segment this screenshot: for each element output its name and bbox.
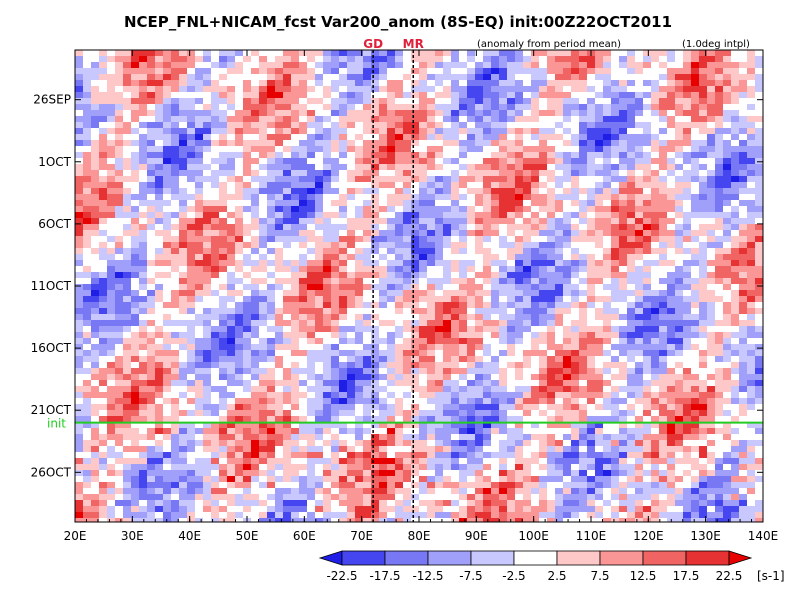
x-tick-label: 30E xyxy=(121,529,144,543)
x-tick-label: 60E xyxy=(293,529,316,543)
x-tick-label: 40E xyxy=(178,529,201,543)
y-tick-label: 11OCT xyxy=(31,279,72,293)
marker-label-mr: MR xyxy=(403,37,424,51)
colorbar-label: -7.5 xyxy=(459,569,482,583)
colorbar-swatch xyxy=(599,550,644,566)
x-tick-label: 80E xyxy=(408,529,431,543)
x-tick-label: 20E xyxy=(64,529,87,543)
chart-subtitle-left: (anomaly from period mean) xyxy=(477,39,621,50)
x-tick-label: 130E xyxy=(690,529,721,543)
colorbar-label: 7.5 xyxy=(590,569,609,583)
colorbar-swatch xyxy=(470,550,515,566)
colorbar-label: -12.5 xyxy=(412,569,443,583)
y-tick-label: 26OCT xyxy=(31,465,72,479)
colorbar-label: -17.5 xyxy=(369,569,400,583)
colorbar-swatch xyxy=(341,550,386,566)
y-tick-label: 21OCT xyxy=(31,403,72,417)
x-tick-label: 90E xyxy=(465,529,488,543)
colorbar-swatch xyxy=(427,550,472,566)
colorbar-label: -22.5 xyxy=(326,569,357,583)
x-tick-label: 120E xyxy=(633,529,664,543)
x-tick-label: 50E xyxy=(236,529,259,543)
y-tick-label: 1OCT xyxy=(38,155,71,169)
colorbar-swatch xyxy=(642,550,687,566)
chart-subtitle-right: (1.0deg intpl) xyxy=(682,39,750,50)
colorbar-swatch xyxy=(685,550,730,566)
y-tick-label: 16OCT xyxy=(31,341,72,355)
colorbar-swatch xyxy=(513,550,558,566)
colorbar-label: 12.5 xyxy=(630,569,657,583)
x-tick-label: 140E xyxy=(748,529,779,543)
colorbar-label: 2.5 xyxy=(547,569,566,583)
y-tick-label: 26SEP xyxy=(33,93,71,107)
heatmap-field xyxy=(75,50,763,522)
colorbar-swatch xyxy=(318,550,343,566)
init-label: init xyxy=(47,417,66,431)
colorbar-unit: [s-1] xyxy=(757,569,785,583)
y-axis: 26SEP 1OCT 6OCT 11OCT 16OCT 21OCT 26OCT xyxy=(31,93,763,479)
chart-title: NCEP_FNL+NICAM_fcst Var200_anom (8S-EQ) … xyxy=(124,13,672,31)
colorbar: -22.5 -17.5 -12.5 -7.5 -2.5 2.5 7.5 12.5 17.5 22.… xyxy=(318,550,785,583)
colorbar-label: 22.5 xyxy=(716,569,743,583)
x-tick-label: 110E xyxy=(576,529,607,543)
x-axis: 20E 30E 40E 50E 60E 70E 80E 90E 100E 110E 120E 130E… xyxy=(64,50,779,543)
x-tick-label: 100E xyxy=(518,529,549,543)
colorbar-swatch xyxy=(556,550,601,566)
marker-label-gd: GD xyxy=(363,37,383,51)
marker-lines: GD MR init xyxy=(47,37,763,522)
colorbar-label: 17.5 xyxy=(673,569,700,583)
colorbar-label: -2.5 xyxy=(502,569,525,583)
colorbar-swatch xyxy=(728,550,753,566)
colorbar-swatch xyxy=(384,550,429,566)
x-tick-label: 70E xyxy=(350,529,373,543)
y-tick-label: 6OCT xyxy=(38,217,71,231)
